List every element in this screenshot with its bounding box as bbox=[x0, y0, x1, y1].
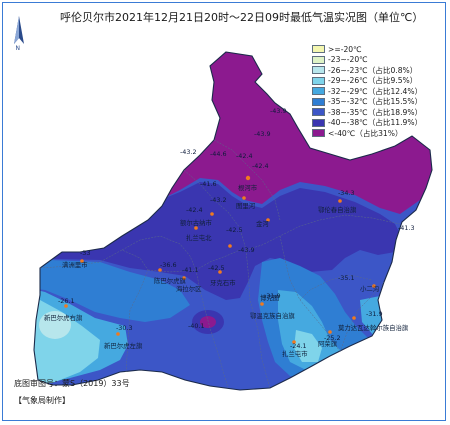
value-label: -42.4 bbox=[236, 152, 253, 160]
place-xiaoergou: 小二沟 bbox=[360, 284, 379, 293]
place-yakeshi: 牙克石市 bbox=[210, 278, 236, 287]
value-label: -42.4 bbox=[252, 162, 269, 170]
admin-sites bbox=[64, 175, 376, 344]
legend-swatch bbox=[312, 87, 325, 96]
value-label: -43.2 bbox=[180, 148, 197, 156]
value-label: -40.1 bbox=[188, 322, 205, 330]
producer-credit: 【气象局制作】 bbox=[14, 396, 70, 405]
value-label: -41.3 bbox=[398, 224, 415, 232]
value-label: -43.9 bbox=[270, 107, 287, 115]
value-label: -36.6 bbox=[160, 261, 177, 269]
place-arong: 阿荣旗 bbox=[318, 339, 338, 348]
value-label: -34.3 bbox=[338, 189, 355, 197]
value-label: -30.3 bbox=[116, 324, 133, 332]
value-label: -43.2 bbox=[210, 196, 227, 204]
legend-label: -35~-32℃（占比15.5%） bbox=[328, 97, 423, 107]
legend-swatch bbox=[312, 97, 325, 106]
value-label: -43.9 bbox=[238, 246, 255, 254]
place-hailar: 海拉尔区 bbox=[176, 284, 202, 293]
value-label: -42.5 bbox=[226, 226, 243, 234]
place-ewenke: 鄂温克族自治旗 bbox=[250, 311, 295, 320]
value-label: -42.4 bbox=[186, 206, 203, 214]
place-tuli: 图里河 bbox=[236, 202, 256, 210]
legend-item: <-40℃（占比31%） bbox=[312, 128, 440, 139]
value-label: -33 bbox=[80, 249, 90, 257]
legend-label: -23~-20℃ bbox=[328, 55, 368, 65]
legend-swatch bbox=[312, 55, 325, 64]
value-label: -41.6 bbox=[200, 180, 217, 188]
legend-item: -26~-23℃（占比0.8%） bbox=[312, 65, 440, 76]
svg-text:N: N bbox=[16, 45, 21, 50]
legend-swatch bbox=[312, 108, 325, 117]
legend-label: -38~-35℃（占比18.9%） bbox=[328, 107, 423, 117]
north-arrow-icon: N bbox=[14, 16, 24, 50]
place-zhalantun: 扎兰屯市 bbox=[282, 349, 308, 358]
zone-below-40-south bbox=[200, 316, 216, 328]
zone-35-32-west bbox=[34, 258, 190, 322]
region-border bbox=[33, 51, 433, 391]
legend: >=-20℃ -23~-20℃ -26~-23℃（占比0.8%） -29~-26… bbox=[312, 44, 440, 139]
value-label: -43.9 bbox=[254, 130, 271, 138]
place-ergun: 额尔古纳市 bbox=[180, 218, 213, 227]
legend-swatch bbox=[312, 76, 325, 85]
zone-29-26-east bbox=[294, 330, 322, 362]
value-label: -35.1 bbox=[338, 274, 355, 282]
legend-swatch bbox=[312, 66, 325, 75]
value-label: -24.1 bbox=[290, 342, 307, 350]
county-borders bbox=[39, 139, 401, 389]
zone-29-26-west bbox=[34, 292, 100, 390]
legend-item: -38~-35℃（占比18.9%） bbox=[312, 107, 440, 118]
value-label: -25.2 bbox=[324, 334, 341, 342]
place-xinyou: 新巴尔虎右旗 bbox=[44, 313, 83, 322]
place-manzhouli: 满洲里市 bbox=[62, 260, 88, 269]
legend-label: <-40℃（占比31%） bbox=[328, 128, 403, 138]
legend-swatch bbox=[312, 118, 325, 127]
place-label-2: 扎兰屯北 bbox=[186, 233, 212, 242]
zone-26-23-west bbox=[39, 311, 71, 339]
legend-label: -29~-26℃（占比9.5%） bbox=[328, 76, 418, 86]
place-jinhe: 金河 bbox=[256, 219, 269, 228]
zone-32-29-east bbox=[278, 290, 342, 370]
legend-label: -40~-38℃（占比11.9%） bbox=[328, 118, 423, 128]
legend-item: >=-20℃ bbox=[312, 44, 440, 55]
place-molidawa: 莫力达瓦达斡尔族自治旗 bbox=[338, 323, 409, 332]
place-labels: 满洲里市 新巴尔虎右旗 新巴尔虎左旗 陈巴尔虎旗 海拉尔区 鄂温克族自治旗 牙克… bbox=[44, 183, 409, 358]
map-approval-number: 底图审图号：蒙S（2019）33号 bbox=[14, 379, 130, 388]
legend-swatch bbox=[312, 129, 325, 138]
value-label: -41.1 bbox=[182, 266, 199, 274]
legend-item: -35~-32℃（占比15.5%） bbox=[312, 97, 440, 108]
value-label: -42.5 bbox=[208, 264, 225, 272]
legend-item: -29~-26℃（占比9.5%） bbox=[312, 76, 440, 87]
temperature-values: -43.9 -43.9 -43.2 -44.6 -42.4 -42.4 -43.… bbox=[58, 107, 415, 350]
value-label: -26.1 bbox=[58, 297, 75, 305]
place-genhe: 根河市 bbox=[238, 183, 258, 192]
legend-item: -23~-20℃ bbox=[312, 55, 440, 66]
map-title: 呼伦贝尔市2021年12月21日20时～22日09时最低气温实况图（单位℃） bbox=[60, 11, 424, 24]
legend-label: >=-20℃ bbox=[328, 44, 362, 54]
place-elunchun: 鄂伦春自治旗 bbox=[318, 205, 357, 214]
legend-item: -40~-38℃（占比11.9%） bbox=[312, 118, 440, 129]
place-xinzuo: 新巴尔虎左旗 bbox=[104, 341, 143, 350]
value-label: -31.9 bbox=[366, 310, 383, 318]
legend-label: -32~-29℃（占比12.4%） bbox=[328, 86, 423, 96]
place-chenqi: 陈巴尔虎旗 bbox=[154, 276, 187, 285]
value-label: -44.6 bbox=[210, 150, 227, 158]
value-label: -31.9 bbox=[264, 292, 281, 300]
legend-label: -26~-23℃（占比0.8%） bbox=[328, 65, 418, 75]
place-boketu: 博克图 bbox=[260, 293, 279, 302]
legend-swatch bbox=[312, 45, 325, 54]
legend-item: -32~-29℃（占比12.4%） bbox=[312, 86, 440, 97]
